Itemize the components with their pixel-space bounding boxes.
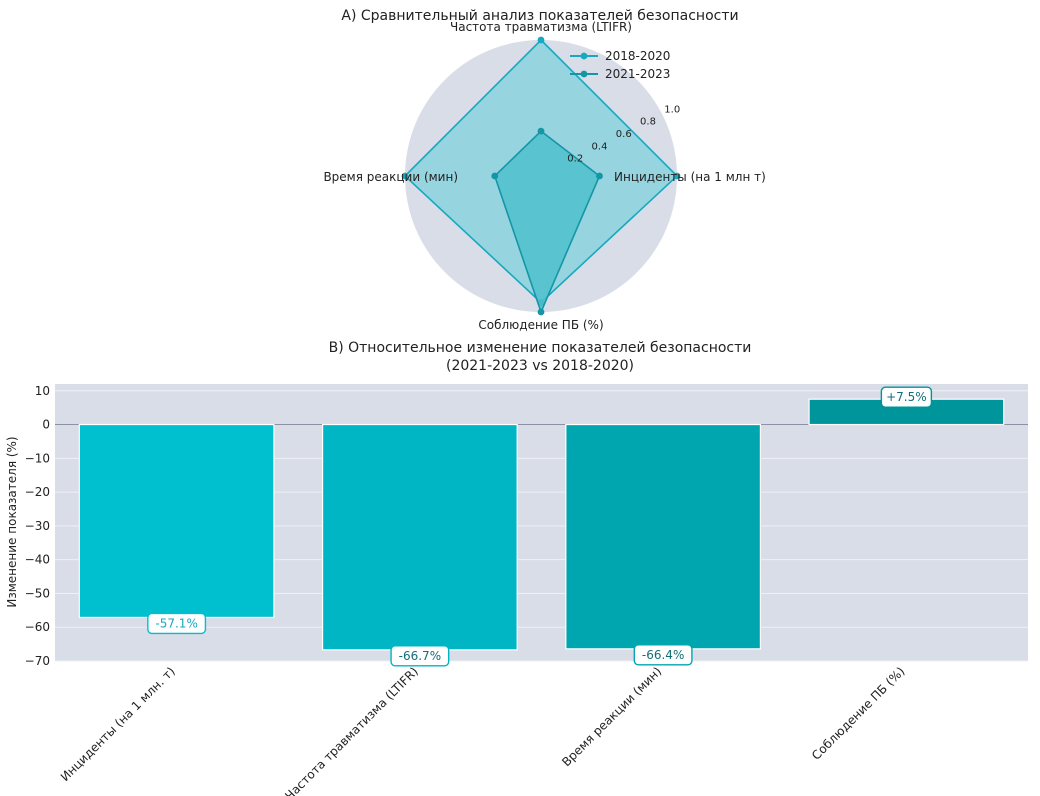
- y-tick-label: −50: [25, 586, 50, 600]
- y-tick-label: −30: [25, 519, 50, 533]
- bar-0: [78, 423, 275, 619]
- y-tick-label: −60: [25, 620, 50, 634]
- radar-title: A) Сравнительный анализ показателей безо…: [341, 8, 738, 24]
- y-tick-label: −20: [25, 485, 50, 499]
- x-tick-label: Время реакции (мин): [559, 664, 664, 769]
- radar-radial-tick: 0.4: [592, 141, 608, 152]
- radar-series-1-point-2: [537, 308, 545, 316]
- bar-data-label-3: +7.5%: [886, 390, 927, 404]
- bar-marks: -57.1% -66.7% -66.4% +7.5%: [78, 386, 1005, 667]
- bar-data-label-box-3: [880, 386, 933, 408]
- bar-data-label-box-0: [147, 612, 207, 635]
- y-tick-label: −70: [25, 654, 50, 668]
- radar-legend: 2018-2020 2021-2023: [570, 49, 670, 81]
- radar-series-0-point-1: [673, 172, 681, 180]
- y-ticks: 10 0 −10 −20 −30 −40 −50 −60 −70: [25, 384, 50, 668]
- x-ticks: Инциденты (на 1 млн. т) Частота травматиз…: [58, 664, 908, 796]
- radar-axis-label: Инциденты (на 1 млн т): [614, 170, 766, 184]
- radar-axis-label: Соблюдение ПБ (%): [478, 318, 603, 332]
- bar-2: [565, 423, 762, 650]
- radar-radial-tick: 1.0: [664, 104, 680, 115]
- bar-data-label-box-2: [633, 644, 693, 666]
- y-tick-label: −40: [25, 553, 50, 567]
- y-tick-label: 0: [42, 418, 50, 432]
- radar-series-0-point-3: [401, 172, 409, 180]
- radar-axis-label: Частота травматизма (LTIFR): [450, 20, 632, 34]
- legend-label-0: 2018-2020: [605, 49, 670, 63]
- y-axis-label: Изменение показателя (%): [5, 436, 19, 607]
- legend-label-1: 2021-2023: [605, 67, 670, 81]
- bar-data-label-2: -66.4%: [642, 648, 684, 662]
- bar-data-label-1: -66.7%: [399, 649, 441, 663]
- y-tick-label: −10: [25, 451, 50, 465]
- radar-radial-tick: 0.6: [616, 129, 632, 140]
- x-tick-label: Частота травматизма (LTIFR): [282, 664, 421, 796]
- radar-radial-tick: 0.8: [640, 117, 656, 128]
- y-tick-label: 10: [35, 384, 50, 398]
- bar-data-label-box-1: [390, 645, 450, 667]
- radar-chart: A) Сравнительный анализ показателей безо…: [323, 8, 765, 332]
- radar-series-1-point-1: [596, 172, 603, 180]
- bar-title: B) Относительное изменение показателей б…: [329, 340, 752, 356]
- bar-1: [321, 423, 518, 651]
- bar-data-label-0: -57.1%: [155, 616, 197, 630]
- radar-series-0-point-0: [537, 36, 545, 44]
- bar-subtitle: (2021-2023 vs 2018-2020): [446, 358, 634, 374]
- radar-radial-tick: 0.2: [567, 154, 583, 165]
- radar-axis-label: Время реакции (мин): [323, 170, 458, 184]
- radar-series-1-point-3: [491, 172, 499, 180]
- radar-series-1-point-0: [537, 127, 545, 135]
- legend-marker-1: [580, 70, 588, 78]
- radar-series: [401, 36, 681, 316]
- radar-axis-labels: Частота травматизма (LTIFR) Инциденты (на…: [323, 20, 765, 332]
- radar-ticks: 0.2 0.4 0.6 0.8 1.0: [567, 104, 680, 164]
- x-tick-label: Соблюдение ПБ (%): [809, 664, 907, 762]
- legend-marker-0: [580, 52, 588, 60]
- bar-chart: B) Относительное изменение показателей б…: [5, 340, 1028, 796]
- x-tick-label: Инциденты (на 1 млн. т): [58, 664, 178, 784]
